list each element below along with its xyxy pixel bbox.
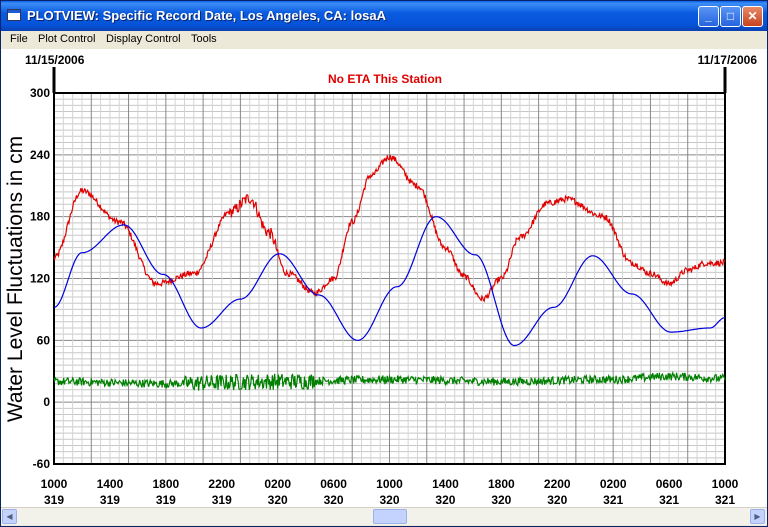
scroll-left-arrow-icon[interactable]: ◀ bbox=[2, 509, 17, 524]
title-bar[interactable]: PLOTVIEW: Specific Record Date, Los Ange… bbox=[1, 1, 767, 31]
series-line-2 bbox=[53, 370, 726, 391]
x-tick-time: 1000 bbox=[376, 477, 403, 491]
series-line-0 bbox=[53, 154, 726, 303]
x-tick-day: 319 bbox=[212, 493, 232, 507]
end-date: 11/17/2006 bbox=[698, 53, 758, 67]
maximize-button[interactable]: □ bbox=[720, 6, 741, 27]
y-tick-label: 240 bbox=[30, 148, 50, 162]
x-tick-time: 1800 bbox=[488, 477, 515, 491]
menu-plot-control[interactable]: Plot Control bbox=[38, 33, 96, 45]
y-tick-label: 300 bbox=[30, 86, 50, 100]
start-date: 11/15/2006 bbox=[25, 53, 85, 67]
y-tick-label: -60 bbox=[33, 457, 51, 471]
y-tick-label: 60 bbox=[37, 333, 51, 347]
menu-bar: File Plot Control Display Control Tools bbox=[1, 31, 767, 49]
y-tick-label: 120 bbox=[30, 272, 50, 286]
horizontal-scrollbar[interactable]: ◀ ▶ bbox=[1, 507, 767, 525]
x-tick-time: 1000 bbox=[712, 477, 739, 491]
window-title: PLOTVIEW: Specific Record Date, Los Ange… bbox=[27, 8, 387, 23]
x-tick-time: 0200 bbox=[264, 477, 291, 491]
plot-border bbox=[53, 92, 726, 465]
scroll-thumb[interactable] bbox=[373, 509, 407, 524]
x-tick-time: 1400 bbox=[432, 477, 459, 491]
x-tick-day: 320 bbox=[435, 493, 455, 507]
x-tick-day: 320 bbox=[268, 493, 288, 507]
x-tick-time: 0600 bbox=[320, 477, 347, 491]
x-tick-day: 321 bbox=[659, 493, 679, 507]
y-tick-label: 180 bbox=[30, 210, 50, 224]
chart-title: No ETA This Station bbox=[328, 72, 442, 86]
plot-area[interactable]: 11/15/2006 11/17/2006 No ETA This Station 3… bbox=[1, 49, 767, 507]
minimize-button[interactable]: _ bbox=[698, 6, 719, 27]
x-tick-day: 319 bbox=[44, 493, 64, 507]
close-button[interactable]: ✕ bbox=[742, 6, 763, 27]
y-axis-label: Water Level Fluctuations in cm bbox=[4, 136, 27, 422]
x-tick-day: 319 bbox=[100, 493, 120, 507]
x-tick-time: 0600 bbox=[656, 477, 683, 491]
x-tick-day: 320 bbox=[379, 493, 399, 507]
x-tick-time: 1000 bbox=[41, 477, 68, 491]
water-level-chart[interactable]: 11/15/2006 11/17/2006 No ETA This Station 3… bbox=[1, 49, 767, 507]
x-tick-day: 320 bbox=[547, 493, 567, 507]
x-tick-day: 319 bbox=[156, 493, 176, 507]
y-tick-label: 0 bbox=[43, 395, 50, 409]
menu-tools[interactable]: Tools bbox=[191, 33, 217, 45]
x-tick-time: 1800 bbox=[152, 477, 179, 491]
menu-file[interactable]: File bbox=[10, 33, 28, 45]
x-tick-time: 1400 bbox=[97, 477, 124, 491]
x-tick-day: 320 bbox=[324, 493, 344, 507]
x-tick-day: 320 bbox=[491, 493, 511, 507]
x-tick-time: 0200 bbox=[600, 477, 627, 491]
scroll-right-arrow-icon[interactable]: ▶ bbox=[750, 509, 765, 524]
app-icon[interactable] bbox=[7, 9, 21, 21]
menu-display-control[interactable]: Display Control bbox=[106, 33, 181, 45]
x-tick-day: 321 bbox=[715, 493, 735, 507]
x-tick-time: 2200 bbox=[544, 477, 571, 491]
x-tick-day: 321 bbox=[603, 493, 623, 507]
series-line-1 bbox=[53, 216, 725, 347]
x-tick-time: 2200 bbox=[208, 477, 235, 491]
